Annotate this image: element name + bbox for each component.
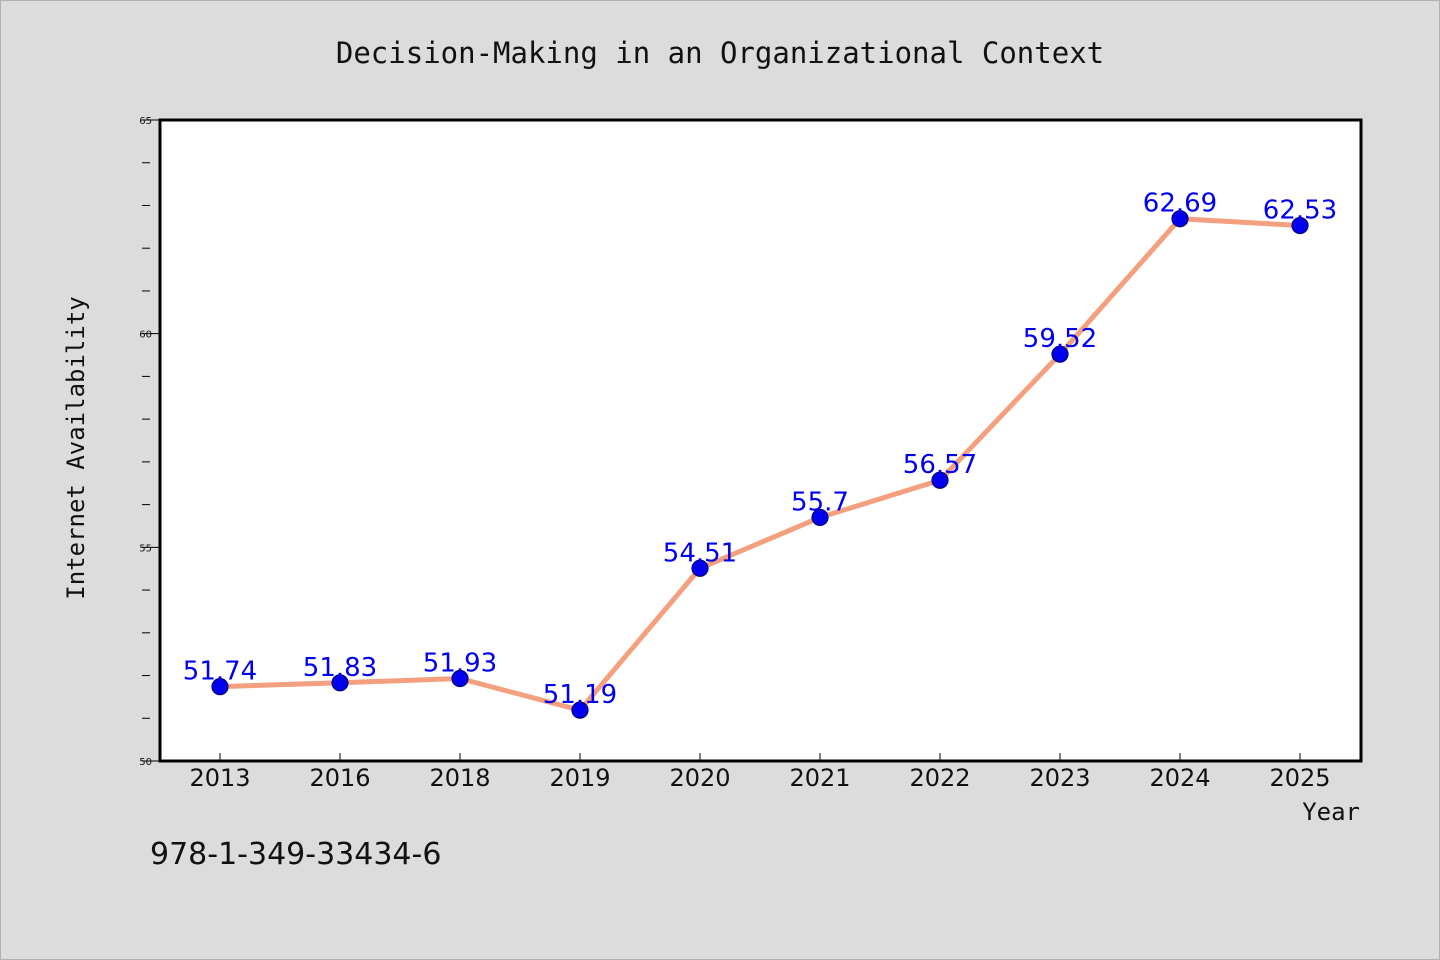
- x-tick-label: 2021: [789, 764, 850, 792]
- plot-area: [158, 118, 1363, 763]
- y-tick-label: 55: [139, 543, 152, 554]
- data-point: [691, 559, 709, 577]
- x-tick-label: 2019: [549, 764, 610, 792]
- data-point: [1171, 210, 1189, 228]
- data-point: [1291, 216, 1309, 235]
- data-point: [931, 471, 949, 489]
- data-label: 51.93: [423, 649, 497, 679]
- x-tick-label: 2025: [1269, 764, 1330, 792]
- data-point: [1051, 345, 1069, 363]
- data-label: 51.83: [303, 653, 377, 683]
- x-tick-label: 2018: [429, 764, 490, 792]
- isbn-label: 978-1-349-33434-6: [150, 837, 441, 872]
- y-tick-label: 65: [139, 116, 152, 127]
- x-tick-label: 2023: [1029, 764, 1090, 792]
- data-label: 51.74: [183, 657, 257, 687]
- y-tick-label: 60: [139, 330, 152, 341]
- x-tick-label: 2016: [309, 764, 370, 792]
- chart-title: Decision-Making in an Organizational Con…: [336, 36, 1104, 70]
- x-tick-label: 2020: [669, 764, 730, 792]
- x-axis-ticks: 2013 2016 2018 2019 2020 2021 2022 2023 2024 2025: [189, 753, 1331, 792]
- y-axis-ticks: 50 55 60 65: [139, 116, 160, 768]
- data-point: [211, 678, 229, 696]
- y-tick-label: 50: [139, 757, 152, 768]
- data-label: 56.57: [903, 450, 977, 480]
- data-point: [811, 508, 829, 527]
- data-point: [571, 701, 589, 719]
- data-point: [331, 674, 349, 692]
- data-label: 54.51: [663, 538, 737, 568]
- x-tick-label: 2022: [909, 764, 970, 792]
- data-point: [451, 669, 469, 688]
- data-label: 62.53: [1263, 196, 1337, 226]
- data-label: 59.52: [1023, 324, 1097, 354]
- data-label: 51.19: [543, 680, 617, 710]
- x-tick-label: 2013: [189, 764, 250, 792]
- x-tick-label: 2024: [1149, 764, 1210, 792]
- series-layer: 51.74 51.83 51.93 51.19 54.51 55.7 56.57 59.52 6…: [183, 189, 1337, 719]
- data-label: 62.69: [1143, 189, 1217, 219]
- x-axis-label: Year: [1302, 798, 1360, 826]
- series-line: [219, 216, 1301, 713]
- data-label: 55.7: [791, 487, 849, 517]
- y-axis-label: Internet Availability: [62, 296, 90, 599]
